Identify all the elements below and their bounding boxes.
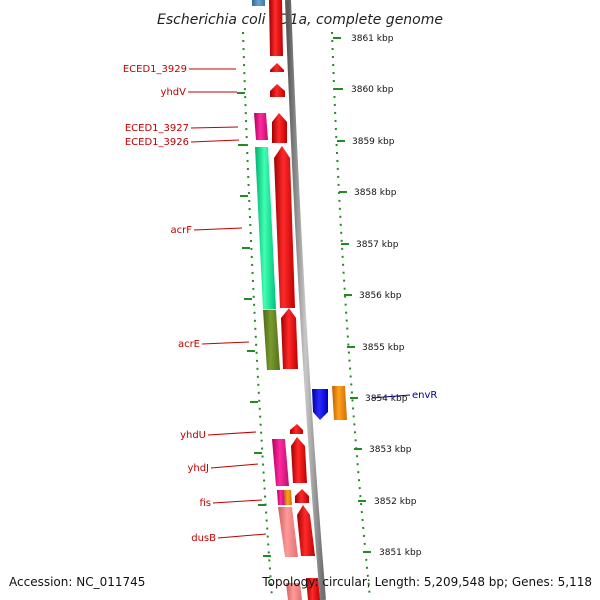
genome-backbone xyxy=(285,0,326,600)
tick-label: 3855 kbp xyxy=(362,343,405,353)
gene-label-envr[interactable]: envR xyxy=(412,390,437,401)
gene-fis-pink[interactable] xyxy=(277,490,285,505)
gene-yhdj[interactable] xyxy=(272,439,289,486)
tick-label: 3859 kbp xyxy=(352,137,395,147)
tick-label: 3861 kbp xyxy=(351,34,394,44)
tick-label: 3856 kbp xyxy=(359,291,402,301)
accession-text: Accession: NC_011745 xyxy=(9,575,146,589)
gene-label-yhdv[interactable]: yhdV xyxy=(161,87,187,98)
gene-bottom-red[interactable] xyxy=(306,578,320,600)
tick-label: 3854 kbp xyxy=(365,394,408,404)
tick-label: 3853 kbp xyxy=(369,445,412,455)
tick-label: 3860 kbp xyxy=(351,85,394,95)
gene-eced1-3927[interactable] xyxy=(254,113,268,140)
gene-label-eced1-3929[interactable]: ECED1_3929 xyxy=(123,64,187,75)
map-title: Escherichia coli ED1a, complete genome xyxy=(157,12,443,28)
gene-envr-blue[interactable] xyxy=(312,389,328,420)
gene-red-acre-adjacent[interactable] xyxy=(281,308,298,369)
gene-red-yhdj-adjacent[interactable] xyxy=(291,437,307,483)
gene-label-yhdu[interactable]: yhdU xyxy=(180,430,206,441)
gene-label-fis[interactable]: fis xyxy=(199,498,211,509)
tick-label: 3851 kbp xyxy=(379,548,422,558)
gene-top-red[interactable] xyxy=(269,0,283,56)
gene-label-eced1-3926[interactable]: ECED1_3926 xyxy=(125,137,189,148)
gene-red-dusb-adjacent[interactable] xyxy=(297,505,315,556)
outer-ring-dots xyxy=(331,31,371,599)
gene-dusb[interactable] xyxy=(278,507,298,557)
inner-ring-dots xyxy=(242,31,273,599)
gene-top-blue[interactable] xyxy=(252,0,265,6)
tick-label: 3857 kbp xyxy=(356,240,399,250)
envr-leader xyxy=(371,394,411,399)
gene-label-yhdj[interactable]: yhdJ xyxy=(187,463,209,474)
gene-label-acre[interactable]: acrE xyxy=(178,339,200,350)
gene-large-red[interactable] xyxy=(274,146,295,308)
gene-eced1-3926[interactable] xyxy=(272,113,287,143)
gene-eced1-3929[interactable] xyxy=(270,63,284,72)
gene-label-eced1-3927[interactable]: ECED1_3927 xyxy=(125,123,189,134)
gene-envr[interactable] xyxy=(332,386,347,420)
gene-label-dusb[interactable]: dusB xyxy=(191,533,216,544)
gene-label-acrf[interactable]: acrF xyxy=(171,225,193,236)
left-ticks xyxy=(237,92,271,557)
gene-red-fis-adjacent[interactable] xyxy=(295,489,309,503)
gene-fis[interactable] xyxy=(284,490,292,505)
label-leaders xyxy=(188,68,267,539)
tick-label: 3858 kbp xyxy=(354,188,397,198)
gene-yhdu[interactable] xyxy=(290,424,303,434)
tick-label: 3852 kbp xyxy=(374,497,417,507)
kbp-ticks xyxy=(333,37,371,553)
gene-yhdv[interactable] xyxy=(270,84,285,97)
gene-acre[interactable] xyxy=(263,310,280,370)
gene-bottom-salmon[interactable] xyxy=(286,583,302,600)
topology-text: Topology: circular; Length: 5,209,548 bp… xyxy=(262,575,592,589)
gene-acrf[interactable] xyxy=(255,147,276,309)
